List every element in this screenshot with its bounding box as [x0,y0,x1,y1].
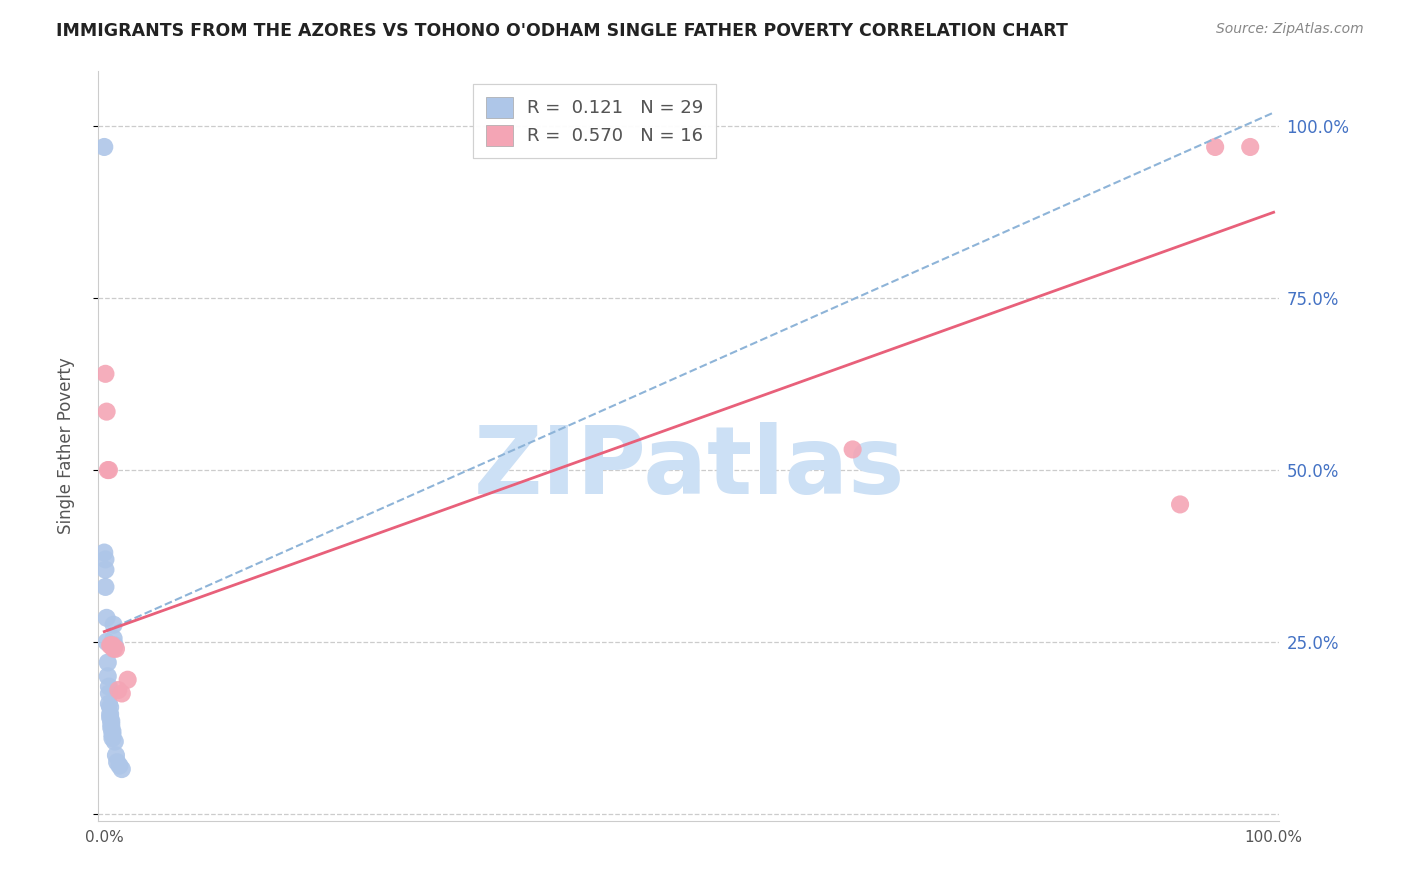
Point [94,580,117,594]
Point [104,748,127,763]
Point [100,717,122,731]
Point [93,545,115,559]
Point [111,686,134,700]
Point [117,673,139,687]
Text: IMMIGRANTS FROM THE AZORES VS TOHONO O'ODHAM SINGLE FATHER POVERTY CORRELATION C: IMMIGRANTS FROM THE AZORES VS TOHONO O'O… [56,22,1069,40]
Point [101,724,124,739]
Point [97,463,120,477]
Text: ZIPatlas: ZIPatlas [474,423,904,515]
Point [96,611,118,625]
Point [105,755,128,769]
Point [97,697,120,711]
Point [94,552,117,566]
Point [97,669,120,683]
Point [98,710,121,724]
Point [108,758,131,772]
Point [111,762,134,776]
Point [93,140,115,154]
Point [841,442,863,457]
Point [94,367,117,381]
Point [98,707,121,722]
Point [1204,140,1226,154]
Text: Source: ZipAtlas.com: Source: ZipAtlas.com [1216,22,1364,37]
Point [100,721,122,735]
Point [104,638,127,652]
Point [103,617,125,632]
Point [96,635,118,649]
Point [1168,498,1191,512]
Point [107,683,129,698]
Point [1239,140,1261,154]
Point [97,463,120,477]
Legend: R =  0.121   N = 29, R =  0.570   N = 16: R = 0.121 N = 29, R = 0.570 N = 16 [472,84,716,159]
Point [94,563,117,577]
Point [97,656,120,670]
Point [103,641,125,656]
Y-axis label: Single Father Poverty: Single Father Poverty [56,358,75,534]
Point [101,728,124,742]
Point [97,686,120,700]
Point [96,404,118,418]
Point [98,638,121,652]
Point [100,638,122,652]
Point [101,638,124,652]
Point [97,680,120,694]
Point [104,734,127,748]
Point [103,632,125,646]
Point [98,700,121,714]
Point [101,731,124,746]
Point [100,714,122,728]
Point [104,641,127,656]
